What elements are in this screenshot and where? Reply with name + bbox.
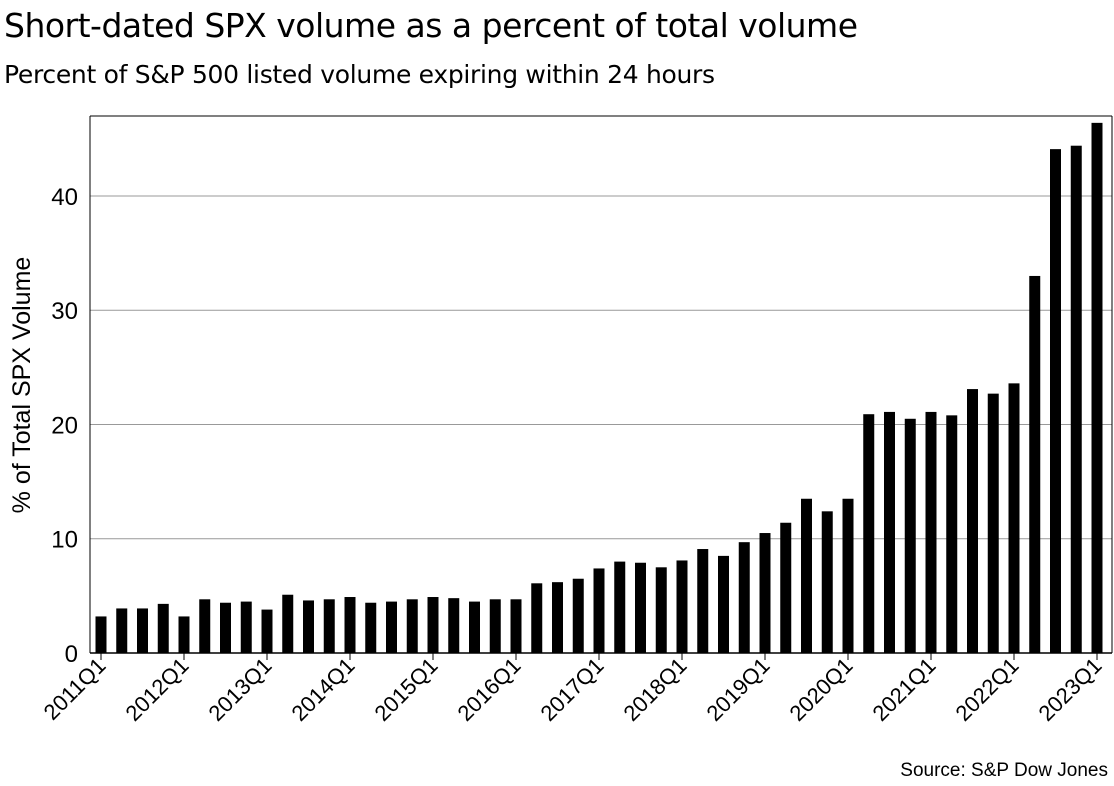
x-tick-label: 2020Q1 xyxy=(784,653,857,726)
bar-2016Q2 xyxy=(531,583,543,653)
x-tick-label: 2021Q1 xyxy=(867,653,940,726)
bar-2022Q4 xyxy=(1070,145,1082,653)
bar-2015Q2 xyxy=(448,598,460,653)
bar-2011Q4 xyxy=(157,603,169,653)
bar-2017Q1 xyxy=(593,568,605,653)
y-axis-label: % of Total SPX Volume xyxy=(8,257,36,514)
bar-2013Q3 xyxy=(303,600,314,653)
bar-2014Q1 xyxy=(344,597,356,653)
bar-2019Q3 xyxy=(801,498,812,653)
x-tick-label: 2012Q1 xyxy=(120,653,193,726)
source-note: Source: S&P Dow Jones xyxy=(900,760,1108,781)
bar-2017Q3 xyxy=(635,562,646,653)
bar-2014Q4 xyxy=(406,599,418,653)
x-tick-label: 2013Q1 xyxy=(203,653,276,726)
bar-2021Q2 xyxy=(946,415,958,653)
bar-2018Q4 xyxy=(738,542,750,653)
bar-2022Q3 xyxy=(1050,149,1061,654)
bar-2016Q1 xyxy=(510,599,522,653)
bar-2021Q4 xyxy=(987,393,999,653)
bar-2018Q1 xyxy=(676,560,688,653)
bar-series xyxy=(95,122,1103,654)
x-tick-label: 2015Q1 xyxy=(369,653,442,726)
x-tick-label: 2022Q1 xyxy=(950,653,1023,726)
bar-2012Q3 xyxy=(220,602,231,653)
bar-2011Q2 xyxy=(116,608,128,653)
bar-2011Q1 xyxy=(95,616,107,653)
x-tick-label: 2017Q1 xyxy=(535,653,608,726)
bar-2017Q4 xyxy=(655,567,667,653)
bar-2012Q2 xyxy=(199,599,211,653)
bar-2012Q1 xyxy=(178,616,190,653)
bar-2020Q2 xyxy=(863,414,875,653)
y-tick-label: 0 xyxy=(65,641,78,668)
bar-2011Q3 xyxy=(137,608,148,653)
bar-2016Q3 xyxy=(552,582,563,653)
bar-2015Q1 xyxy=(427,597,439,653)
bar-2013Q2 xyxy=(282,594,294,653)
bar-2013Q4 xyxy=(323,599,335,653)
x-tick-label: 2023Q1 xyxy=(1033,653,1106,726)
bar-2021Q3 xyxy=(967,389,978,653)
bar-2019Q1 xyxy=(759,533,771,653)
bar-2014Q2 xyxy=(365,602,377,653)
x-tick-label: 2016Q1 xyxy=(452,653,525,726)
y-tick-label: 40 xyxy=(51,184,78,211)
bar-2019Q2 xyxy=(780,522,792,653)
bar-2020Q1 xyxy=(842,498,854,653)
bar-2018Q2 xyxy=(697,549,709,653)
bar-2021Q1 xyxy=(925,411,937,653)
bar-2022Q2 xyxy=(1029,275,1041,653)
chart-title: Short-dated SPX volume as a percent of t… xyxy=(4,6,858,45)
y-tick-label: 20 xyxy=(51,412,78,439)
bar-2015Q3 xyxy=(469,601,480,653)
bar-2023Q1 xyxy=(1091,122,1103,653)
bar-2018Q3 xyxy=(718,555,729,653)
bar-2014Q3 xyxy=(386,601,397,653)
bar-2022Q1 xyxy=(1008,383,1020,653)
y-tick-label: 10 xyxy=(51,527,78,554)
gridlines xyxy=(90,195,1112,540)
x-tick-label: 2014Q1 xyxy=(286,653,359,726)
bar-2016Q4 xyxy=(572,578,584,653)
bar-2019Q4 xyxy=(821,511,833,653)
bar-2017Q2 xyxy=(614,561,626,653)
bar-2013Q1 xyxy=(261,609,273,653)
chart-subtitle: Percent of S&P 500 listed volume expirin… xyxy=(4,60,715,89)
y-tick-label: 30 xyxy=(51,298,78,325)
x-tick-label: 2018Q1 xyxy=(618,653,691,726)
x-tick-label: 2019Q1 xyxy=(701,653,774,726)
bar-2012Q4 xyxy=(240,601,252,653)
bar-2020Q3 xyxy=(884,411,895,653)
bar-2020Q4 xyxy=(904,418,916,653)
bar-2015Q4 xyxy=(489,599,501,653)
